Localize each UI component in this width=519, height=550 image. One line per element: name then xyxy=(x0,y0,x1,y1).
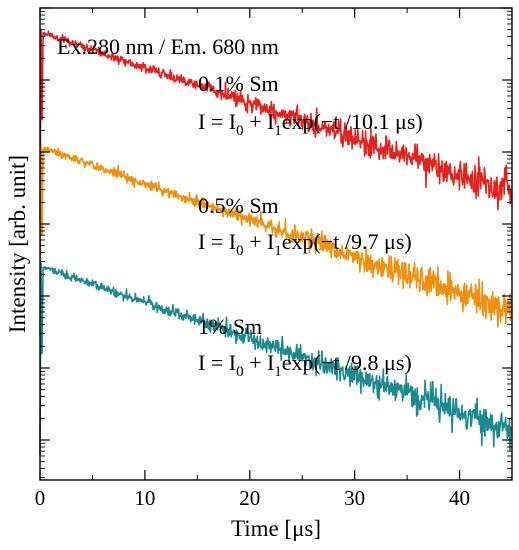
x-axis-label: Time [μs] xyxy=(231,516,321,541)
y-axis-label: Intensity [arb. unit] xyxy=(5,155,30,333)
fit-equation-2-mid: + I xyxy=(244,350,275,375)
series-line-0 xyxy=(39,28,513,221)
x-tick-label-30: 30 xyxy=(344,486,365,510)
fit-equation-1-sub0: 0 xyxy=(236,243,244,259)
fit-equation-1-prefix: I = I xyxy=(198,229,236,254)
x-tick-label-20: 20 xyxy=(239,486,260,510)
x-tick-label-40: 40 xyxy=(449,486,470,510)
series-label-1: 0.5% Sm xyxy=(198,193,279,218)
fit-equation-0-mid: + I xyxy=(244,109,275,134)
fit-equation-0-sub1: 1 xyxy=(274,123,282,139)
series-layer xyxy=(39,28,513,455)
tick-layer: 0 10 20 30 40 xyxy=(35,7,512,510)
fit-equation-2-suffix: exp(−t /9.8 μs) xyxy=(282,350,412,375)
fit-equation-1-mid: + I xyxy=(244,229,275,254)
series-line-1 xyxy=(39,144,513,336)
fit-equation-0-sub0: 0 xyxy=(236,123,244,139)
fit-equation-2-sub1: 1 xyxy=(274,364,282,380)
fit-equation-2-sub0: 0 xyxy=(236,364,244,380)
fit-equation-1: I = I0 + I1exp(−t /9.7 μs) xyxy=(198,229,412,259)
fit-equation-2-prefix: I = I xyxy=(198,350,236,375)
series-label-0: 0.1% Sm xyxy=(198,71,279,96)
fit-equation-1-suffix: exp(−t /9.7 μs) xyxy=(282,229,412,254)
plot-frame xyxy=(39,7,513,481)
fit-equation-0: I = I0 + I1exp(−t /10.1 μs) xyxy=(198,109,423,139)
fit-equation-0-suffix: exp(−t /10.1 μs) xyxy=(282,109,423,134)
fit-equation-1-sub1: 1 xyxy=(274,243,282,259)
series-label-2: 1% Sm xyxy=(198,314,262,339)
series-line-2 xyxy=(39,262,513,455)
x-tick-label-0: 0 xyxy=(35,486,46,510)
conditions-label: Ex.280 nm / Em. 680 nm xyxy=(57,34,279,59)
fit-equation-2: I = I0 + I1exp(−t /9.8 μs) xyxy=(198,350,412,380)
fit-equation-0-prefix: I = I xyxy=(198,109,236,134)
x-tick-label-10: 10 xyxy=(134,486,155,510)
